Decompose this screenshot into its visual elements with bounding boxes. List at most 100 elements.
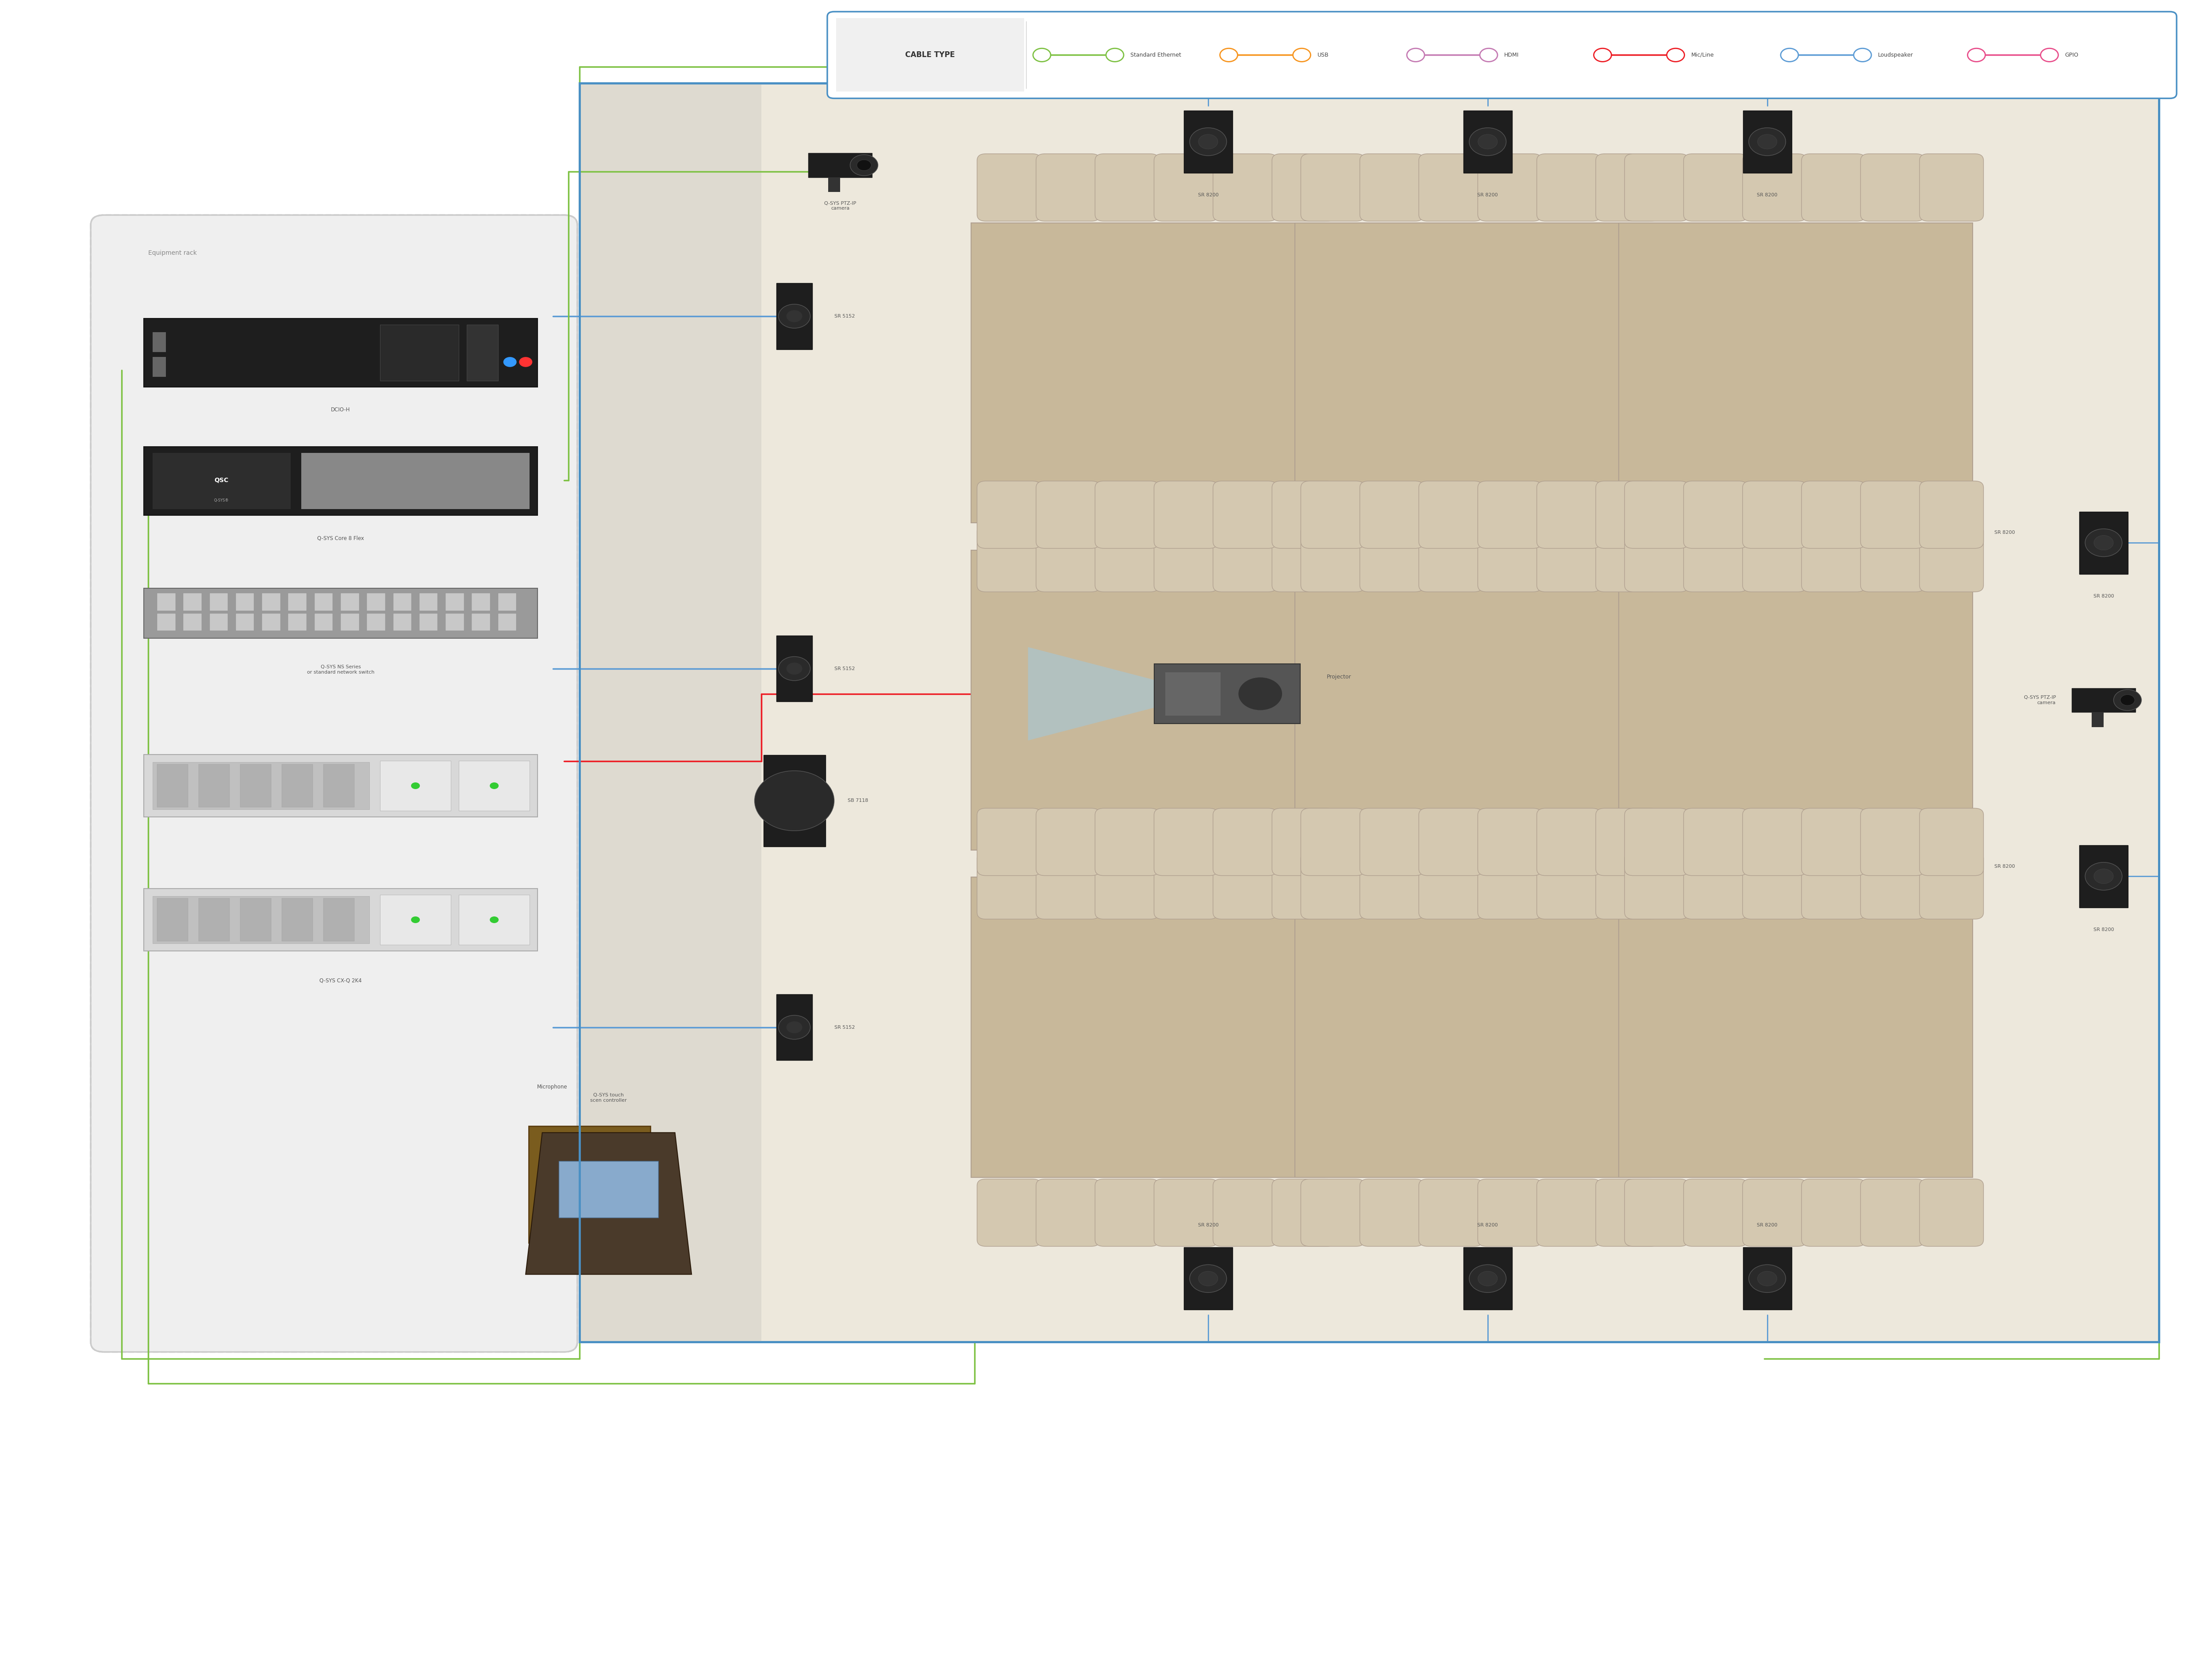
Bar [199, 899, 230, 940]
Bar [261, 613, 281, 630]
Bar [971, 877, 1325, 1177]
Circle shape [1199, 1272, 1219, 1285]
FancyBboxPatch shape [1743, 808, 1807, 875]
FancyBboxPatch shape [1035, 153, 1099, 222]
FancyBboxPatch shape [1035, 525, 1099, 592]
FancyBboxPatch shape [978, 482, 1042, 548]
FancyBboxPatch shape [1595, 852, 1659, 919]
Circle shape [1407, 48, 1425, 62]
Polygon shape [1029, 647, 1157, 740]
Text: SR 8200: SR 8200 [1995, 864, 2015, 869]
Bar [1294, 550, 1648, 850]
FancyBboxPatch shape [1683, 852, 1747, 919]
FancyBboxPatch shape [1743, 525, 1807, 592]
Circle shape [2115, 690, 2141, 710]
FancyBboxPatch shape [1478, 808, 1542, 875]
Bar [157, 765, 188, 807]
Bar [157, 899, 188, 940]
FancyBboxPatch shape [1683, 525, 1747, 592]
Bar [288, 613, 307, 630]
FancyBboxPatch shape [1920, 525, 1984, 592]
Bar [314, 593, 332, 610]
FancyBboxPatch shape [1595, 1179, 1659, 1247]
FancyBboxPatch shape [1272, 525, 1336, 592]
Text: Q-SYS touch
scen controller: Q-SYS touch scen controller [591, 1094, 626, 1102]
FancyBboxPatch shape [978, 852, 1042, 919]
FancyBboxPatch shape [1537, 1179, 1601, 1247]
Bar [1619, 223, 1973, 523]
Bar [323, 765, 354, 807]
FancyBboxPatch shape [978, 153, 1042, 222]
Circle shape [779, 1015, 810, 1039]
FancyBboxPatch shape [1095, 852, 1159, 919]
Bar [1619, 550, 1973, 850]
Bar [420, 613, 438, 630]
FancyBboxPatch shape [1801, 1179, 1865, 1247]
Circle shape [787, 310, 803, 322]
Bar [281, 765, 312, 807]
Text: Q-SYS CX-Q 2K4: Q-SYS CX-Q 2K4 [319, 977, 363, 984]
FancyBboxPatch shape [1301, 808, 1365, 875]
Bar [184, 613, 201, 630]
FancyBboxPatch shape [1301, 482, 1365, 548]
FancyBboxPatch shape [978, 808, 1042, 875]
Text: Projector: Projector [1327, 673, 1352, 680]
Bar [471, 593, 491, 610]
Bar [380, 325, 458, 380]
FancyBboxPatch shape [1595, 482, 1659, 548]
Text: Loudspeaker: Loudspeaker [1878, 52, 1913, 58]
FancyBboxPatch shape [1624, 808, 1688, 875]
FancyBboxPatch shape [1743, 852, 1807, 919]
Circle shape [2121, 695, 2135, 705]
FancyBboxPatch shape [1418, 852, 1482, 919]
Circle shape [1221, 48, 1239, 62]
Bar [776, 283, 812, 348]
Circle shape [849, 155, 878, 175]
Text: GPIO: GPIO [2066, 52, 2079, 58]
Bar [380, 895, 451, 945]
Polygon shape [526, 1132, 692, 1274]
Text: CABLE TYPE: CABLE TYPE [905, 52, 956, 58]
Circle shape [1106, 48, 1124, 62]
FancyBboxPatch shape [1478, 852, 1542, 919]
Circle shape [1199, 135, 1219, 148]
FancyBboxPatch shape [91, 215, 577, 1352]
FancyBboxPatch shape [1920, 482, 1984, 548]
Bar [1743, 1247, 1792, 1310]
Circle shape [1668, 48, 1686, 62]
Bar [1294, 223, 1648, 523]
Text: SR 8200: SR 8200 [1478, 1224, 1498, 1227]
Bar [445, 593, 465, 610]
Bar [380, 760, 451, 810]
Text: SR 8200: SR 8200 [1199, 193, 1219, 197]
FancyBboxPatch shape [1360, 808, 1425, 875]
Bar [529, 1127, 650, 1244]
FancyBboxPatch shape [1418, 808, 1482, 875]
Bar [144, 588, 538, 638]
FancyBboxPatch shape [1624, 1179, 1688, 1247]
Circle shape [787, 1022, 803, 1034]
FancyBboxPatch shape [1418, 525, 1482, 592]
FancyBboxPatch shape [1801, 525, 1865, 592]
FancyBboxPatch shape [1095, 153, 1159, 222]
Bar [420, 593, 438, 610]
FancyBboxPatch shape [1683, 1179, 1747, 1247]
FancyBboxPatch shape [1095, 525, 1159, 592]
Bar [2073, 688, 2135, 712]
Bar [776, 635, 812, 702]
Bar [144, 447, 538, 515]
Bar [153, 897, 369, 944]
Text: USB: USB [1318, 52, 1329, 58]
Circle shape [489, 917, 498, 924]
Bar [1166, 672, 1221, 715]
Circle shape [2086, 528, 2121, 557]
FancyBboxPatch shape [1595, 525, 1659, 592]
FancyBboxPatch shape [1624, 852, 1688, 919]
Circle shape [2095, 535, 2112, 550]
Text: SR 8200: SR 8200 [1478, 193, 1498, 197]
Text: SR 8200: SR 8200 [1199, 1224, 1219, 1227]
Bar [314, 613, 332, 630]
Bar [301, 453, 529, 508]
Bar [157, 593, 175, 610]
Bar [1743, 110, 1792, 173]
